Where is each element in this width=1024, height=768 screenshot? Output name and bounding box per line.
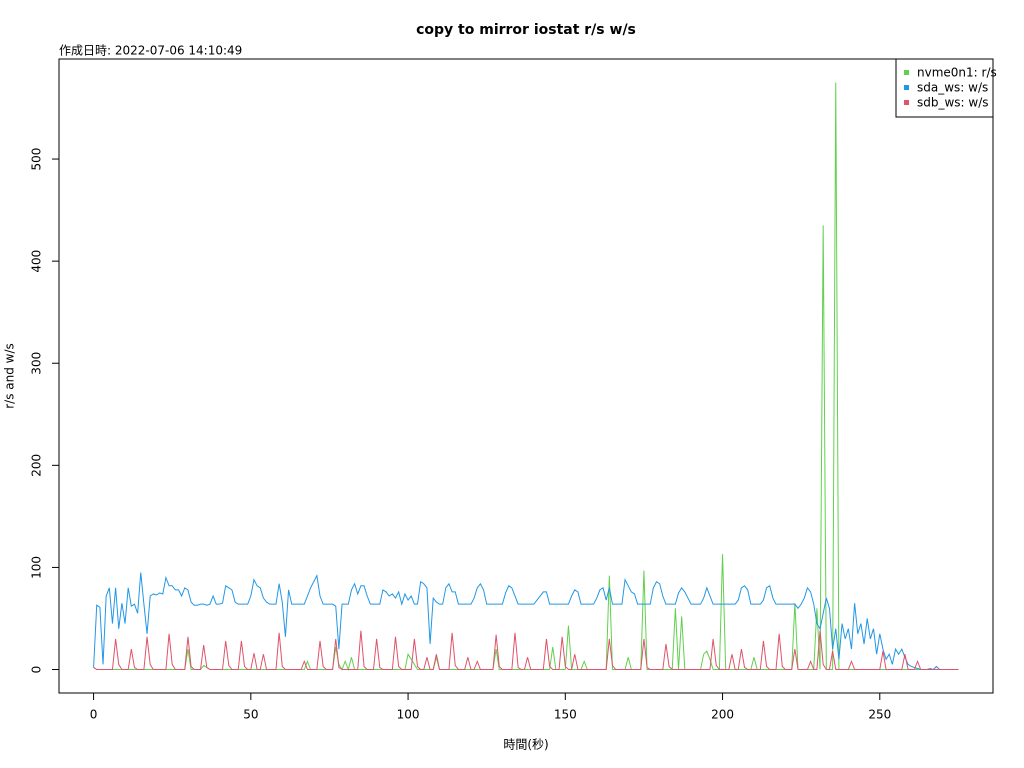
series-line (93, 630, 959, 671)
x-tick-label: 200 (711, 708, 734, 722)
legend-swatch (904, 100, 909, 105)
legend-label: sda_ws: w/s (917, 81, 988, 95)
x-tick-label: 250 (868, 708, 891, 722)
y-tick-label: 400 (30, 250, 44, 273)
chart-subtitle: 作成日時: 2022-07-06 14:10:49 (59, 44, 242, 58)
legend-label: sdb_ws: w/s (917, 96, 989, 110)
x-tick-label: 50 (243, 708, 258, 722)
chart-title: copy to mirror iostat r/s w/s (416, 22, 636, 38)
x-axis-label: 時間(秒) (503, 738, 548, 752)
x-tick-label: 0 (90, 708, 98, 722)
y-tick-label: 0 (30, 666, 44, 674)
series-line (93, 82, 959, 672)
legend-swatch (904, 70, 909, 75)
y-axis-label: r/s and w/s (3, 343, 17, 409)
y-tick-label: 500 (30, 148, 44, 171)
legend-box (895, 58, 994, 118)
plot-box (58, 58, 994, 694)
x-tick-label: 100 (397, 708, 420, 722)
series-line (93, 572, 959, 671)
legend-label: nvme0n1: r/s (917, 66, 997, 80)
legend-swatch (904, 85, 909, 90)
y-tick-label: 100 (30, 556, 44, 579)
y-tick-label: 200 (30, 454, 44, 477)
x-tick-label: 150 (554, 708, 577, 722)
y-tick-label: 300 (30, 352, 44, 375)
